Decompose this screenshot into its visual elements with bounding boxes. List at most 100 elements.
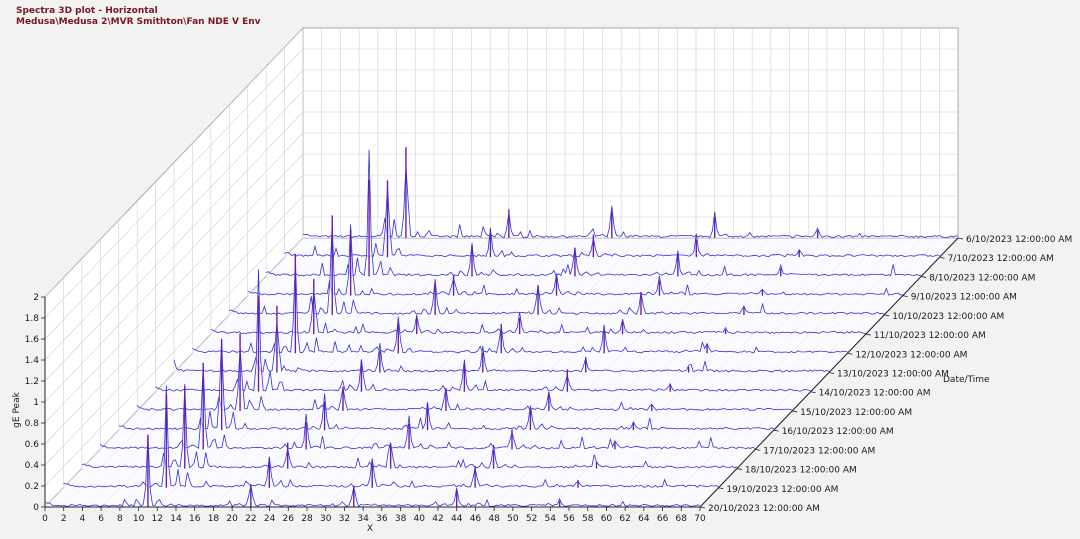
date-tick-mark [884, 314, 890, 317]
x-tick-label: 20 [226, 514, 238, 524]
x-tick-label: 70 [694, 514, 706, 524]
x-tick-label: 36 [376, 514, 388, 524]
y-tick-label: 1.4 [25, 356, 40, 366]
spectra-traces [44, 147, 959, 508]
y-tick-label: 0.6 [25, 440, 40, 450]
date-tick-mark [939, 256, 945, 259]
x-tick-label: 52 [526, 514, 537, 524]
y-tick-label: 0.8 [25, 419, 40, 429]
date-tick-label: 14/10/2023 12:00:00 AM [819, 389, 931, 399]
x-axis-label: X [367, 524, 373, 534]
x-tick-label: 16 [189, 514, 201, 524]
x-tick-label: 0 [42, 514, 48, 524]
axes: X gE Peak Date/Time 0 2 4 6 8 10 12 14 16 18 20 22 2… [12, 235, 1072, 534]
date-tick-label: 9/10/2023 12:00:00 AM [911, 293, 1017, 303]
date-tick-label: 11/10/2023 12:00:00 AM [874, 331, 986, 341]
date-tick-label: 10/10/2023 12:00:00 AM [892, 312, 1004, 322]
y-tick-label: 1.6 [25, 335, 40, 345]
date-tick-label: 13/10/2023 12:00:00 AM [837, 370, 949, 380]
date-tick-mark [865, 333, 871, 336]
x-tick-label: 50 [507, 514, 519, 524]
date-tick-mark [957, 237, 964, 240]
x-tick-label: 54 [545, 514, 557, 524]
x-tick-label: 2 [61, 514, 67, 524]
date-tick-mark [699, 506, 706, 509]
x-tick-label: 22 [245, 514, 256, 524]
date-tick-mark [902, 295, 908, 298]
y-tick-label: 1.2 [25, 377, 39, 387]
x-tick-label: 62 [619, 514, 630, 524]
date-tick-label: 19/10/2023 12:00:00 AM [726, 485, 838, 495]
spectrum-trace [173, 322, 830, 373]
x-tick-label: 18 [208, 514, 220, 524]
x-tick-label: 42 [432, 514, 443, 524]
x-tick-label: 44 [451, 514, 463, 524]
date-tick-label: 16/10/2023 12:00:00 AM [782, 427, 894, 437]
spectrum-trace [63, 385, 719, 488]
spectrum-trace [81, 383, 738, 469]
date-tick-label: 18/10/2023 12:00:00 AM [745, 466, 857, 476]
x-tick-label: 8 [117, 514, 123, 524]
x-tick-label: 48 [488, 514, 500, 524]
y-tick-label: 0.2 [25, 482, 39, 492]
spectrum-trace [302, 165, 959, 239]
x-tick-label: 38 [395, 514, 407, 524]
date-tick-label: 15/10/2023 12:00:00 AM [800, 408, 912, 418]
date-tick-label: 7/10/2023 12:00:00 AM [948, 254, 1054, 264]
y-axis-label: gE Peak [12, 391, 22, 427]
date-tick-label: 20/10/2023 12:00:00 AM [708, 504, 820, 514]
date-tick-mark [810, 391, 816, 394]
x-tick-label: 14 [170, 514, 182, 524]
spectrum-trace [247, 224, 903, 296]
x-tick-label: 66 [657, 514, 669, 524]
y-tick-label: 1 [33, 398, 39, 408]
y-tick-label: 1.8 [25, 314, 40, 324]
spectrum-trace [192, 259, 848, 354]
date-tick-mark [718, 487, 724, 490]
spectrum-trace [265, 149, 922, 277]
date-tick-label: 8/10/2023 12:00:00 AM [929, 273, 1035, 283]
x-tick-label: 12 [152, 514, 163, 524]
date-tick-mark [773, 429, 779, 432]
date-tick-mark [828, 372, 835, 374]
spectrum-trace [44, 434, 701, 508]
date-tick-label: 12/10/2023 12:00:00 AM [855, 350, 967, 360]
x-tick-label: 10 [133, 514, 145, 524]
spectrum-trace [284, 185, 940, 258]
x-tick-label: 46 [470, 514, 482, 524]
chart-path: Medusa\Medusa 2\MVR Smithton\Fan NDE V E… [16, 17, 261, 27]
x-tick-label: 30 [320, 514, 332, 524]
x-tick-label: 28 [301, 514, 313, 524]
x-tick-label: 26 [283, 514, 295, 524]
x-tick-label: 56 [563, 514, 575, 524]
y-tick-label: 0.4 [25, 461, 40, 471]
date-tick-mark [736, 468, 742, 470]
spectrum-trace [155, 269, 811, 392]
date-tick-mark [792, 410, 798, 413]
chart-title: Spectra 3D plot - Horizontal [16, 6, 158, 16]
x-tick-label: 40 [414, 514, 426, 524]
date-tick-label: 6/10/2023 12:00:00 AM [966, 235, 1072, 245]
x-tick-label: 58 [582, 514, 594, 524]
spectrum-trace [136, 346, 793, 411]
x-tick-label: 6 [98, 514, 104, 524]
x-tick-label: 4 [80, 514, 86, 524]
date-tick-mark [847, 352, 853, 355]
date-axis-label: Date/Time [943, 375, 990, 385]
x-tick-label: 32 [339, 514, 350, 524]
date-tick-mark [921, 276, 927, 278]
x-tick-label: 68 [676, 514, 688, 524]
y-tick-label: 0 [33, 503, 39, 513]
x-tick-label: 34 [357, 514, 369, 524]
spectrum-trace [210, 290, 866, 335]
x-tick-label: 24 [264, 514, 276, 524]
spectrum-trace [100, 364, 756, 450]
x-tick-label: 60 [601, 514, 613, 524]
y-tick-label: 2 [33, 293, 39, 303]
date-tick-label: 17/10/2023 12:00:00 AM [763, 446, 875, 456]
date-tick-mark [755, 448, 761, 451]
x-tick-label: 64 [638, 514, 650, 524]
spectrum-trace [229, 221, 885, 315]
